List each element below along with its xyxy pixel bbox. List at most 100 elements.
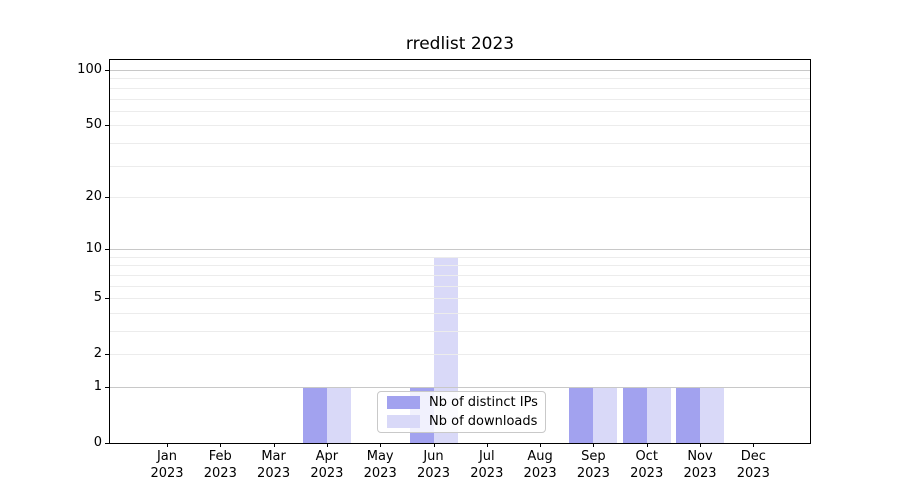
x-tick-mark [753, 443, 755, 447]
x-tick-label: Aug 2023 [509, 448, 571, 482]
bar-downloads [326, 386, 351, 443]
x-tick-mark [433, 443, 435, 447]
x-tick-year: 2023 [470, 466, 504, 481]
y-tick-label: 1 [93, 378, 102, 394]
chart-title: rredlist 2023 [405, 34, 515, 54]
y-tick-mark [105, 249, 110, 250]
legend-entry-label: Nb of distinct IPs [429, 394, 538, 410]
bar-distinct-ips [569, 386, 594, 443]
minor-gridline [110, 313, 810, 314]
major-gridline [110, 70, 810, 71]
x-tick-year: 2023 [150, 466, 184, 481]
x-tick-label: Apr 2023 [296, 448, 358, 482]
x-tick-month: Mar [261, 449, 286, 464]
x-tick-mark [326, 443, 328, 447]
x-tick-mark [700, 443, 701, 447]
minor-gridline [110, 265, 810, 266]
x-tick-year: 2023 [630, 466, 664, 481]
x-tick-month: Oct [635, 449, 658, 464]
minor-gridline [110, 125, 810, 126]
y-tick-label: 20 [85, 188, 102, 204]
legend-swatch [387, 396, 420, 409]
x-tick-label: Nov 2023 [669, 448, 731, 482]
x-tick-year: 2023 [310, 466, 344, 481]
y-tick-label: 2 [93, 346, 102, 362]
minor-gridline [110, 354, 810, 355]
x-tick-month: Apr [315, 449, 339, 464]
x-tick-year: 2023 [257, 466, 291, 481]
minor-gridline [110, 99, 810, 100]
y-tick-label: 10 [85, 241, 102, 257]
y-tick-mark [105, 125, 110, 126]
y-tick-label: 50 [85, 117, 102, 133]
legend-entry: Nb of distinct IPs [387, 394, 538, 411]
x-tick-month: Jun [423, 449, 444, 464]
x-tick-year: 2023 [203, 466, 237, 481]
x-tick-mark [167, 443, 168, 447]
minor-gridline [110, 78, 810, 79]
minor-gridline [110, 331, 810, 332]
x-tick-month: Sep [581, 449, 606, 464]
y-tick-mark [105, 197, 110, 198]
y-tick-mark [105, 354, 110, 355]
x-tick-label: Sep 2023 [562, 448, 624, 482]
major-gridline [110, 387, 810, 388]
x-tick-mark [646, 443, 648, 447]
x-tick-year: 2023 [416, 466, 451, 481]
x-tick-year: 2023 [523, 466, 557, 481]
x-tick-year: 2023 [363, 466, 397, 481]
x-tick-mark [220, 443, 222, 447]
x-tick-label: Mar 2023 [243, 448, 305, 482]
minor-gridline [110, 286, 810, 287]
y-tick-mark [105, 70, 110, 71]
plot-area [109, 59, 811, 444]
y-tick-mark [105, 443, 110, 444]
legend-entry-label: Nb of downloads [429, 413, 538, 429]
y-tick-mark [105, 298, 110, 299]
x-tick-mark [540, 443, 542, 447]
x-tick-month: Jul [478, 449, 495, 464]
bar-downloads [646, 386, 671, 443]
minor-gridline [110, 166, 810, 167]
x-tick-mark [593, 443, 595, 447]
x-tick-label: Oct 2023 [616, 448, 678, 482]
x-tick-month: Nov [687, 449, 713, 464]
minor-gridline [110, 275, 810, 276]
x-tick-label: Dec 2023 [722, 448, 784, 482]
y-tick-mark [105, 387, 110, 388]
bar-distinct-ips [676, 386, 700, 443]
x-tick-mark [380, 443, 382, 447]
y-tick-label: 100 [77, 62, 102, 78]
y-tick-label: 5 [93, 290, 102, 306]
minor-gridline [110, 197, 810, 198]
x-tick-label: May 2023 [349, 448, 411, 482]
x-tick-month: May [366, 449, 394, 464]
gridlines-layer [110, 60, 810, 443]
bar-downloads [700, 386, 724, 443]
x-tick-mark [486, 443, 488, 447]
x-tick-label: Jan 2023 [136, 448, 198, 482]
x-tick-year: 2023 [576, 466, 610, 481]
x-tick-year: 2023 [683, 466, 717, 481]
x-tick-label: Feb 2023 [189, 448, 251, 482]
minor-gridline [110, 111, 810, 112]
bar-distinct-ips [622, 386, 647, 443]
x-tick-month: Jan [156, 449, 178, 464]
minor-gridline [110, 88, 810, 89]
x-tick-label: Jun 2023 [403, 448, 465, 482]
legend-entry: Nb of downloads [387, 413, 538, 430]
minor-gridline [110, 143, 810, 144]
x-tick-month: Aug [527, 449, 553, 464]
minor-gridline [110, 257, 810, 258]
bar-distinct-ips [302, 386, 327, 443]
x-tick-mark [273, 443, 275, 447]
x-tick-month: Dec [740, 449, 766, 464]
bar-downloads [593, 386, 618, 443]
legend-swatch [387, 415, 420, 428]
minor-gridline [110, 298, 810, 299]
x-tick-year: 2023 [736, 466, 770, 481]
x-tick-label: Jul 2023 [456, 448, 518, 482]
legend: Nb of distinct IPs Nb of downloads [377, 391, 546, 433]
y-tick-label: 0 [93, 435, 102, 450]
